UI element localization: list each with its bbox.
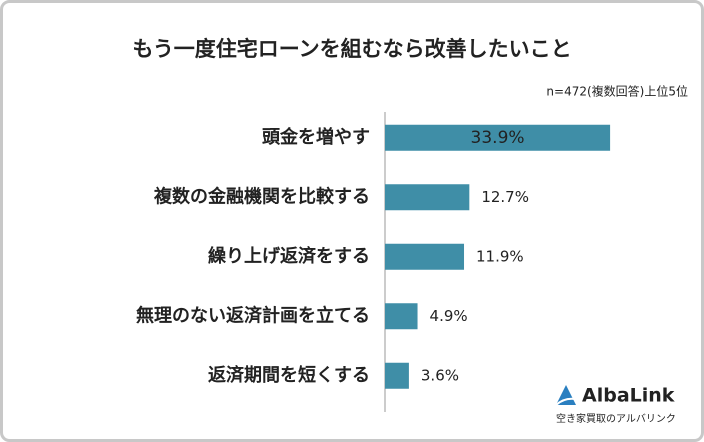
category-label: 繰り上げ返済をする	[208, 245, 370, 267]
category-label: 無理のない返済計画を立てる	[136, 304, 370, 326]
category-label: 複数の金融機関を比較する	[153, 185, 370, 207]
value-label: 11.9%	[476, 247, 524, 265]
category-label: 頭金を増やす	[262, 126, 370, 148]
bar	[385, 184, 470, 211]
logo: AlbaLink 空き家買取のアルバリンク	[555, 385, 676, 425]
value-label: 12.7%	[481, 188, 529, 206]
logo-icon	[556, 385, 576, 405]
category-label: 返済期間を短くする	[208, 364, 370, 386]
logo-swoosh	[555, 397, 581, 406]
logo-tagline: 空き家買取のアルバリンク	[556, 412, 676, 425]
bar	[385, 243, 465, 270]
value-label: 4.9%	[430, 307, 468, 325]
logo-name: AlbaLink	[582, 385, 675, 407]
bar	[385, 362, 409, 389]
value-label: 3.6%	[421, 366, 459, 384]
chart-subtitle: n=472(複数回答)上位5位	[546, 84, 688, 99]
chart-title: もう一度住宅ローンを組むなら改善したいこと	[132, 37, 571, 61]
bar	[385, 124, 611, 151]
bar	[385, 303, 418, 330]
value-label: 33.9%	[471, 128, 525, 148]
